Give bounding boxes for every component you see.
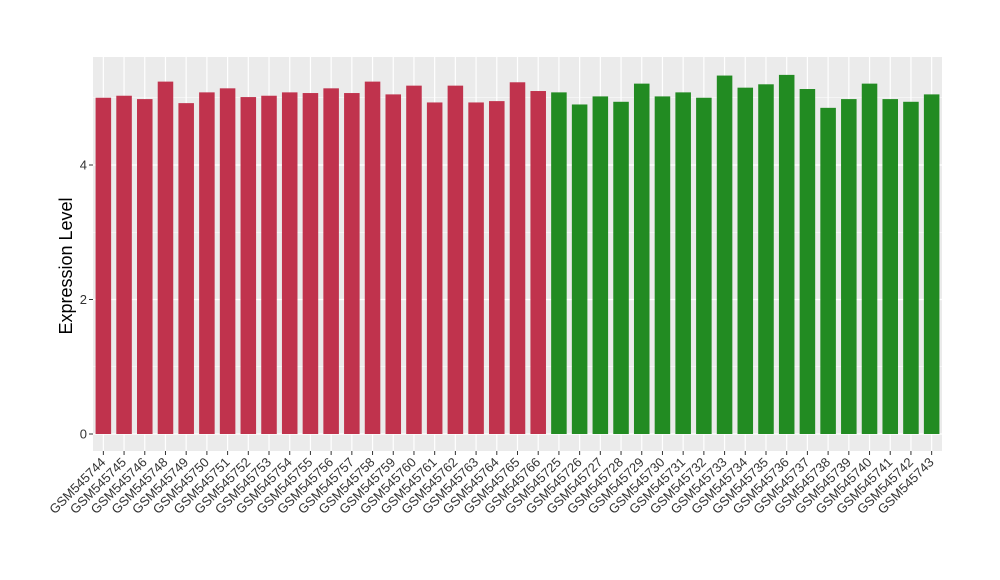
bar-GSM545765 <box>509 82 526 434</box>
bar-GSM545760 <box>406 85 422 435</box>
y-tick-label: 2 <box>80 292 87 307</box>
bars <box>95 74 940 435</box>
bar-GSM545745 <box>116 95 132 435</box>
bar-GSM545736 <box>778 74 795 434</box>
bar-GSM545759 <box>385 94 402 434</box>
bar-GSM545737 <box>799 89 816 434</box>
bar-GSM545752 <box>240 97 257 434</box>
bar-GSM545730 <box>654 96 671 434</box>
bar-GSM545761 <box>426 102 443 435</box>
bar-GSM545725 <box>551 92 567 435</box>
y-tick-label: 4 <box>80 158 87 173</box>
bar-GSM545738 <box>820 107 836 435</box>
bar-GSM545754 <box>281 92 298 435</box>
bar-GSM545743 <box>923 94 940 434</box>
bar-GSM545740 <box>861 83 878 434</box>
bar-GSM545729 <box>633 83 650 434</box>
bar-GSM545755 <box>302 93 319 434</box>
bar-GSM545731 <box>675 92 691 435</box>
bar-GSM545762 <box>447 85 464 435</box>
y-axis: 0 2 4 <box>80 158 93 442</box>
bar-GSM545733 <box>716 75 733 435</box>
bar-GSM545763 <box>468 102 484 435</box>
bar-GSM545734 <box>737 87 754 434</box>
bar-GSM545749 <box>178 103 194 434</box>
bar-GSM545726 <box>571 104 588 434</box>
bar-GSM545739 <box>841 99 857 434</box>
bar-GSM545727 <box>592 96 609 434</box>
x-axis: GSM545744GSM545745GSM545746GSM545748GSM5… <box>46 451 937 517</box>
bar-GSM545757 <box>344 93 360 434</box>
bar-GSM545756 <box>323 88 339 435</box>
bar-GSM545750 <box>199 92 215 435</box>
y-tick-label: 0 <box>80 427 87 442</box>
bar-GSM545728 <box>613 101 629 434</box>
bar-GSM545742 <box>903 101 919 434</box>
bar-GSM545746 <box>137 99 153 434</box>
bar-GSM545751 <box>219 88 236 435</box>
y-axis-title: Expression Level <box>56 197 76 334</box>
bar-GSM545764 <box>489 101 505 435</box>
bar-GSM545741 <box>882 99 898 434</box>
bar-GSM545735 <box>758 84 774 435</box>
bar-GSM545753 <box>261 95 277 435</box>
bar-GSM545766 <box>530 91 546 435</box>
bar-GSM545758 <box>364 81 381 435</box>
bar-GSM545744 <box>95 97 112 434</box>
bar-GSM545748 <box>157 81 174 435</box>
bar-GSM545732 <box>696 97 712 434</box>
